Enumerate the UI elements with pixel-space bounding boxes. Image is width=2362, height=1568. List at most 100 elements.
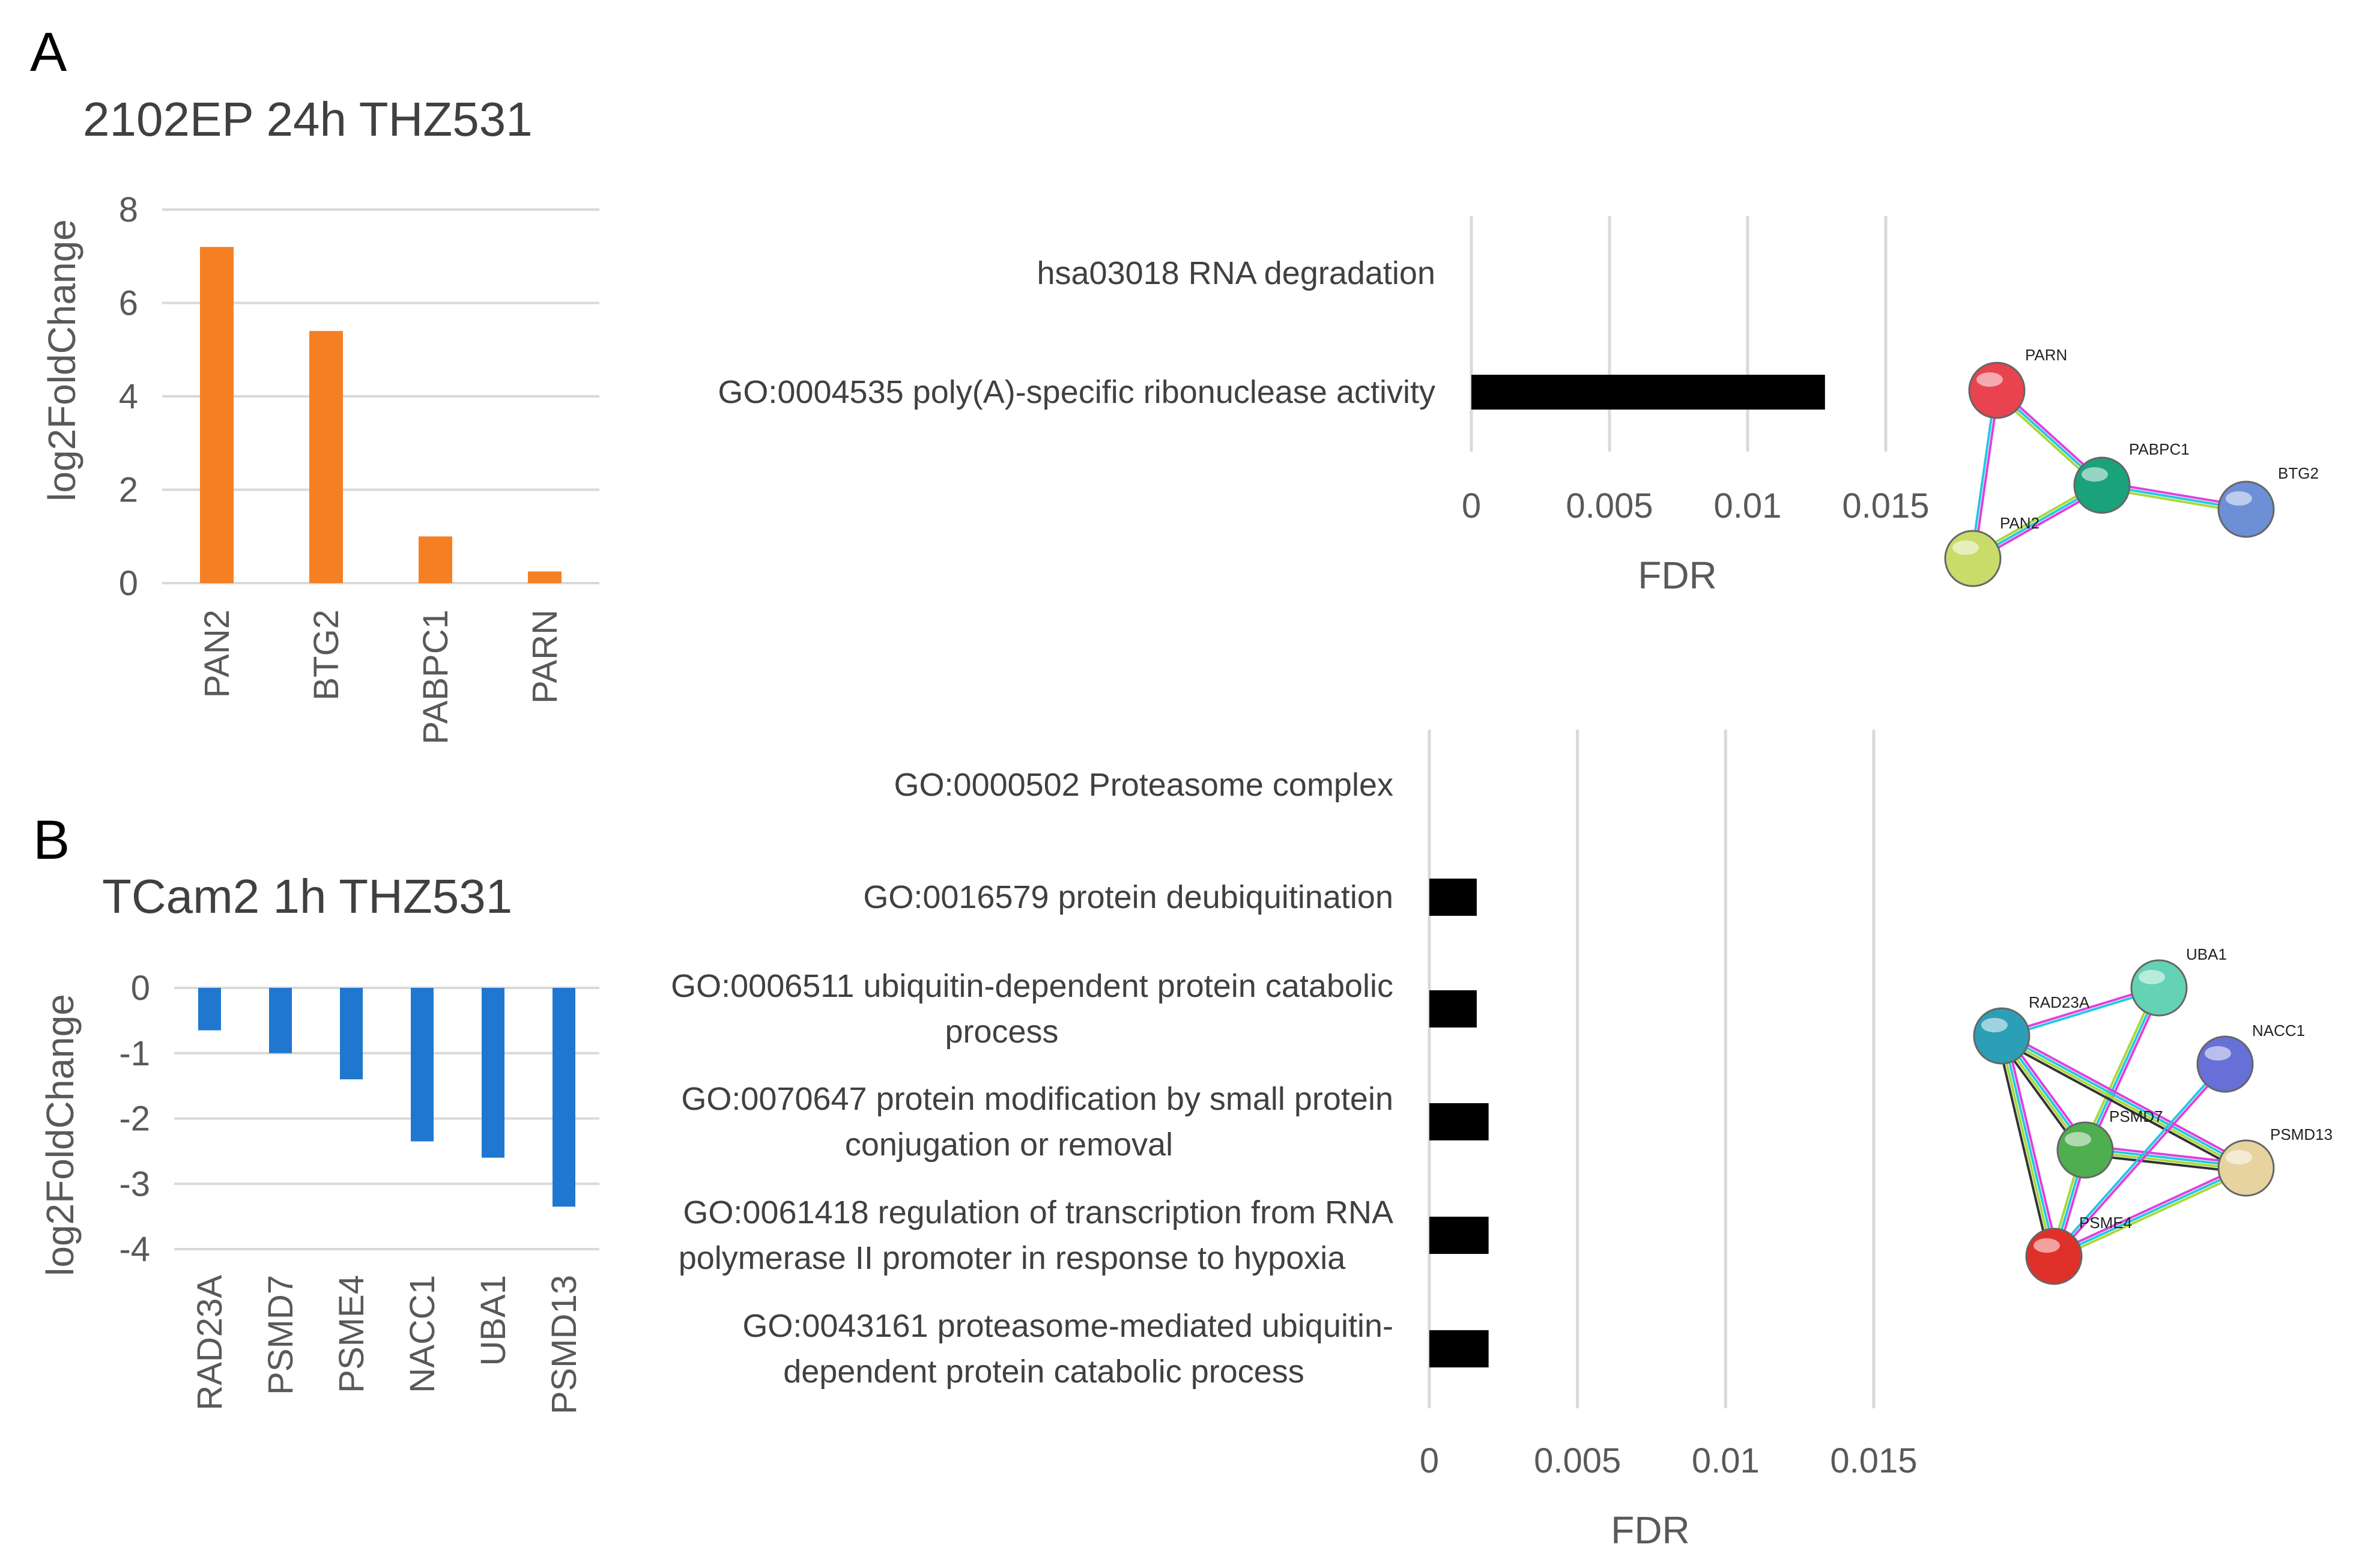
bar-rad23a <box>198 988 221 1031</box>
term-label: dependent protein catabolic process <box>783 1354 1304 1390</box>
chart-a-bar: 0 2 4 6 8 PAN2 BTG2 PABPC1 PARN <box>119 190 599 745</box>
fdr-bar <box>1429 879 1477 916</box>
network-edge <box>2053 1167 2247 1258</box>
y-tick-label: -2 <box>119 1100 150 1139</box>
y-tick-label: -3 <box>119 1164 150 1203</box>
node-highlight <box>2205 1046 2231 1061</box>
node-label-uba1: UBA1 <box>2186 945 2227 963</box>
network-edge <box>2054 1064 2227 1258</box>
term-label: GO:0004535 poly(A)-specific ribonuclease… <box>718 374 1435 410</box>
fdr-tick-label: 0.005 <box>1534 1441 1621 1480</box>
node-highlight <box>2033 1238 2060 1253</box>
fdr-tick-label: 0 <box>1420 1441 1439 1480</box>
bar-psmd13 <box>553 988 575 1207</box>
network-edge <box>2055 1169 2248 1261</box>
network-edge <box>2002 1034 2248 1168</box>
node-psmd13 <box>2217 1139 2275 1197</box>
chart-a-title: 2102EP 24h THZ531 <box>83 92 533 146</box>
network-edge <box>1996 1037 2051 1258</box>
panel-label-b: B <box>33 810 70 871</box>
x-tick-label: PABPC1 <box>416 610 455 745</box>
chart-a-ylabel: log2FoldChange <box>40 219 83 501</box>
term-label: hsa03018 RNA degradation <box>1037 255 1435 291</box>
chart-b-title: TCam2 1h THZ531 <box>102 870 512 923</box>
x-tick-label: PSMD13 <box>545 1275 584 1414</box>
node-label-psmd7: PSMD7 <box>2109 1107 2163 1125</box>
fdr-tick-label: 0.01 <box>1714 486 1782 525</box>
x-tick-label: UBA1 <box>474 1275 513 1366</box>
y-tick-label: 8 <box>119 190 138 229</box>
node-parn <box>1968 362 2026 419</box>
node-nacc1 <box>2196 1035 2254 1093</box>
network-a: PARN PABPC1 BTG2 PAN2 <box>1944 346 2319 587</box>
node-highlight <box>1952 540 1979 555</box>
network-edge <box>1999 1038 2245 1173</box>
term-label: GO:0006511 ubiquitin-dependent protein c… <box>671 968 1393 1004</box>
term-label: GO:0043161 proteasome-mediated ubiquitin… <box>742 1308 1393 1344</box>
chart-b-fdr: 0 0.005 0.01 0.015 GO:0000502 Proteasome com… <box>671 730 1918 1480</box>
x-tick-label: RAD23A <box>190 1275 229 1411</box>
x-tick-label: PAN2 <box>198 610 237 698</box>
node-highlight <box>2139 970 2165 984</box>
network-edge <box>2005 1034 2060 1256</box>
bar-pan2 <box>200 247 234 583</box>
y-tick-label: 0 <box>131 969 150 1008</box>
term-label: GO:0061418 regulation of transcription f… <box>683 1194 1393 1230</box>
node-label-psme4: PSME4 <box>2079 1214 2132 1232</box>
y-tick-label: -1 <box>119 1034 150 1073</box>
bar-psmd7 <box>269 988 292 1053</box>
node-label-psmd13: PSMD13 <box>2270 1125 2333 1143</box>
node-pabpc1 <box>2073 456 2131 514</box>
network-edge <box>2000 1036 2246 1170</box>
network-edge <box>2052 1062 2225 1256</box>
node-label-pan2: PAN2 <box>2000 514 2039 532</box>
bar-nacc1 <box>411 988 434 1142</box>
x-tick-label: NACC1 <box>403 1275 442 1393</box>
node-label-btg2: BTG2 <box>2278 464 2319 482</box>
chart-a-fdr-xlabel: FDR <box>1638 554 1717 597</box>
x-tick-label: PARN <box>525 610 565 704</box>
network-edge <box>2003 1031 2249 1166</box>
node-label-rad23a: RAD23A <box>2029 993 2090 1011</box>
fdr-tick-label: 0.015 <box>1830 1441 1917 1480</box>
fdr-tick-label: 0.005 <box>1566 486 1653 525</box>
fdr-tick-label: 0.01 <box>1692 1441 1760 1480</box>
term-label: GO:0000502 Proteasome complex <box>894 767 1393 803</box>
fdr-bar <box>1429 1330 1489 1367</box>
network-edge <box>2081 986 2158 1149</box>
node-psmd7 <box>2056 1121 2114 1179</box>
node-highlight <box>2226 1150 2252 1164</box>
fdr-tick-label: 0 <box>1462 486 1481 525</box>
y-tick-label: -4 <box>119 1230 150 1269</box>
node-label-nacc1: NACC1 <box>2252 1022 2305 1040</box>
chart-a-fdr: 0 0.005 0.01 0.015 hsa03018 RNA degradation G… <box>718 216 1930 525</box>
y-tick-label: 2 <box>119 471 138 510</box>
term-label: polymerase II promoter in response to hy… <box>679 1240 1346 1276</box>
bar-btg2 <box>309 331 343 583</box>
node-highlight <box>2065 1132 2091 1146</box>
x-tick-label: BTG2 <box>307 610 346 701</box>
fdr-bar <box>1429 1217 1489 1254</box>
y-tick-label: 4 <box>119 377 138 416</box>
fdr-tick-label: 0.015 <box>1842 486 1929 525</box>
term-label: GO:0070647 protein modification by small… <box>681 1081 1393 1117</box>
bar-psme4 <box>340 988 363 1080</box>
panel-label-a: A <box>30 22 67 83</box>
x-tick-label: PSMD7 <box>261 1275 300 1395</box>
node-rad23a <box>1973 1007 2030 1065</box>
bar-pabpc1 <box>419 536 452 583</box>
network-b: UBA1 RAD23A NACC1 PSMD7 PSMD13 PSME4 <box>1973 945 2333 1285</box>
node-btg2 <box>2217 480 2275 538</box>
node-psme4 <box>2025 1227 2083 1285</box>
fdr-bar <box>1471 375 1825 410</box>
y-tick-label: 0 <box>119 564 138 603</box>
chart-b-fdr-xlabel: FDR <box>1611 1509 1690 1552</box>
term-label: conjugation or removal <box>845 1127 1173 1163</box>
network-edge <box>2052 1164 2245 1255</box>
y-tick-label: 6 <box>119 284 138 323</box>
chart-b-bar: 0 -1 -2 -3 -4 RAD23A PSMD7 PSME4 NACC1 UBA1 PSMD13 <box>119 969 599 1414</box>
node-pan2 <box>1944 530 2002 587</box>
node-highlight <box>1981 1018 2008 1032</box>
term-label: process <box>945 1014 1058 1050</box>
